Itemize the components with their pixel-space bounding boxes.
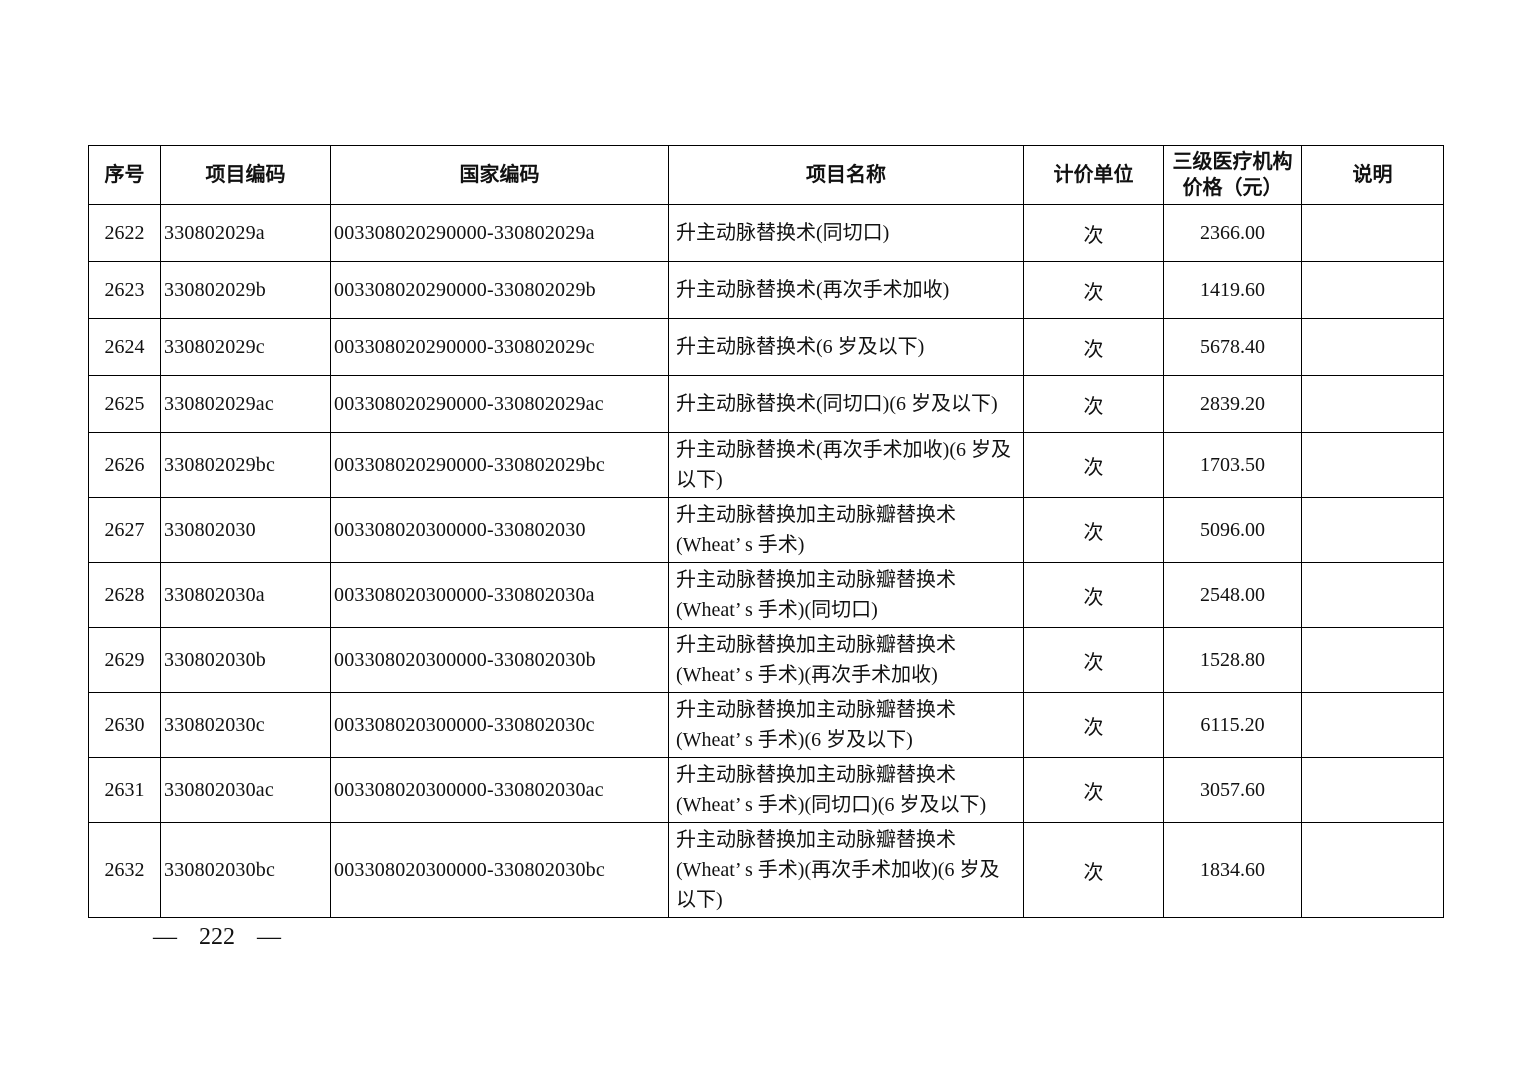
cell-item-code: 330802030a [160,562,331,628]
cell-item-code: 330802030c [160,692,331,758]
table-row: 2630 330802030c 003308020300000-33080203… [88,692,1444,758]
cell-price: 5678.40 [1163,318,1302,376]
cell-national-code: 003308020300000-330802030b [330,627,669,693]
cell-national-code: 003308020290000-330802029c [330,318,669,376]
cell-item-name: 升主动脉替换术(再次手术加收)(6 岁及 以下) [668,432,1024,498]
col-header-item-name: 项目名称 [668,145,1024,205]
table-row: 2629 330802030b 003308020300000-33080203… [88,627,1444,693]
cell-national-code: 003308020300000-330802030c [330,692,669,758]
cell-national-code: 003308020290000-330802029a [330,204,669,262]
cell-national-code: 003308020290000-330802029b [330,261,669,319]
table-row: 2631 330802030ac 003308020300000-3308020… [88,757,1444,823]
cell-unit: 次 [1023,692,1164,758]
cell-national-code: 003308020300000-330802030ac [330,757,669,823]
cell-unit: 次 [1023,497,1164,563]
table-row: 2624 330802029c 003308020290000-33080202… [88,318,1444,376]
cell-note [1301,627,1444,693]
cell-item-code: 330802030b [160,627,331,693]
cell-item-name: 升主动脉替换加主动脉瓣替换术 (Wheat’ s 手术)(再次手术加收)(6 岁… [668,822,1024,918]
cell-unit: 次 [1023,318,1164,376]
table-row: 2627 330802030 003308020300000-330802030… [88,497,1444,563]
cell-item-name: 升主动脉替换加主动脉瓣替换术 (Wheat’ s 手术)(6 岁及以下) [668,692,1024,758]
cell-unit: 次 [1023,562,1164,628]
cell-item-code: 330802030ac [160,757,331,823]
col-header-seq: 序号 [88,145,161,205]
cell-unit: 次 [1023,261,1164,319]
col-header-national-code: 国家编码 [330,145,669,205]
cell-national-code: 003308020300000-330802030 [330,497,669,563]
cell-note [1301,432,1444,498]
cell-item-name: 升主动脉替换加主动脉瓣替换术 (Wheat’ s 手术)(同切口) [668,562,1024,628]
price-table: 序号 项目编码 国家编码 项目名称 计价单位 三级医疗机构 价格（元） 说明 2… [88,145,1444,918]
table-row: 2622 330802029a 003308020290000-33080202… [88,204,1444,262]
cell-seq: 2623 [88,261,161,319]
cell-price: 2366.00 [1163,204,1302,262]
cell-price: 2839.20 [1163,375,1302,433]
table-row: 2626 330802029bc 003308020290000-3308020… [88,432,1444,498]
cell-price: 3057.60 [1163,757,1302,823]
cell-price: 1703.50 [1163,432,1302,498]
cell-item-name: 升主动脉替换术(再次手术加收) [668,261,1024,319]
cell-national-code: 003308020300000-330802030a [330,562,669,628]
cell-price: 1528.80 [1163,627,1302,693]
cell-seq: 2631 [88,757,161,823]
col-header-item-code: 项目编码 [160,145,331,205]
cell-price: 1834.60 [1163,822,1302,918]
cell-unit: 次 [1023,204,1164,262]
cell-national-code: 003308020300000-330802030bc [330,822,669,918]
cell-item-code: 330802029a [160,204,331,262]
cell-note [1301,204,1444,262]
cell-national-code: 003308020290000-330802029ac [330,375,669,433]
cell-item-name: 升主动脉替换加主动脉瓣替换术 (Wheat’ s 手术)(同切口)(6 岁及以下… [668,757,1024,823]
cell-seq: 2626 [88,432,161,498]
cell-item-name: 升主动脉替换术(同切口)(6 岁及以下) [668,375,1024,433]
cell-seq: 2624 [88,318,161,376]
cell-note [1301,757,1444,823]
cell-price: 2548.00 [1163,562,1302,628]
cell-seq: 2622 [88,204,161,262]
page-number: — 222 — [153,924,281,950]
cell-price: 5096.00 [1163,497,1302,563]
cell-note [1301,497,1444,563]
table-row: 2628 330802030a 003308020300000-33080203… [88,562,1444,628]
cell-note [1301,375,1444,433]
cell-seq: 2625 [88,375,161,433]
cell-item-code: 330802029ac [160,375,331,433]
cell-seq: 2627 [88,497,161,563]
col-header-unit: 计价单位 [1023,145,1164,205]
cell-note [1301,822,1444,918]
col-header-price: 三级医疗机构 价格（元） [1163,145,1302,205]
cell-item-name: 升主动脉替换加主动脉瓣替换术 (Wheat’ s 手术)(再次手术加收) [668,627,1024,693]
cell-item-code: 330802030 [160,497,331,563]
cell-seq: 2628 [88,562,161,628]
cell-note [1301,261,1444,319]
table-row: 2625 330802029ac 003308020290000-3308020… [88,375,1444,433]
cell-item-code: 330802030bc [160,822,331,918]
cell-item-code: 330802029c [160,318,331,376]
col-header-note: 说明 [1301,145,1444,205]
cell-item-code: 330802029b [160,261,331,319]
cell-item-name: 升主动脉替换术(6 岁及以下) [668,318,1024,376]
cell-unit: 次 [1023,375,1164,433]
header-row: 序号 项目编码 国家编码 项目名称 计价单位 三级医疗机构 价格（元） 说明 [88,145,1444,205]
cell-seq: 2632 [88,822,161,918]
cell-price: 6115.20 [1163,692,1302,758]
cell-unit: 次 [1023,432,1164,498]
cell-seq: 2630 [88,692,161,758]
cell-note [1301,692,1444,758]
cell-national-code: 003308020290000-330802029bc [330,432,669,498]
cell-item-name: 升主动脉替换加主动脉瓣替换术 (Wheat’ s 手术) [668,497,1024,563]
cell-unit: 次 [1023,757,1164,823]
table-row: 2632 330802030bc 003308020300000-3308020… [88,822,1444,918]
cell-note [1301,562,1444,628]
cell-note [1301,318,1444,376]
cell-unit: 次 [1023,822,1164,918]
cell-price: 1419.60 [1163,261,1302,319]
cell-item-name: 升主动脉替换术(同切口) [668,204,1024,262]
cell-unit: 次 [1023,627,1164,693]
cell-seq: 2629 [88,627,161,693]
table-row: 2623 330802029b 003308020290000-33080202… [88,261,1444,319]
cell-item-code: 330802029bc [160,432,331,498]
